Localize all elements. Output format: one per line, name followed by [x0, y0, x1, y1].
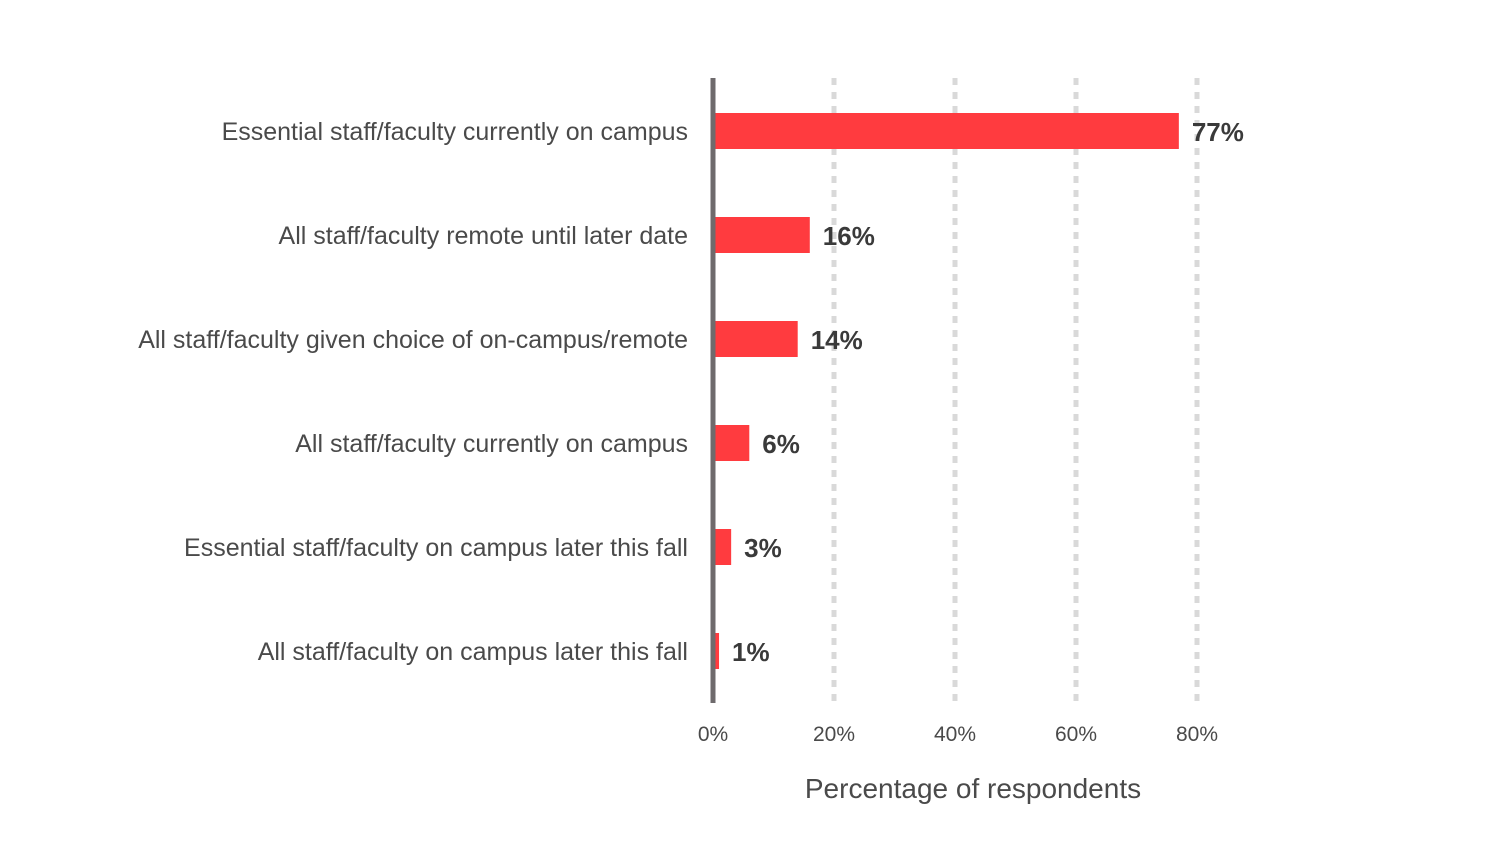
bar-5: [713, 633, 720, 669]
value-label-1: 16%: [823, 221, 875, 251]
value-label-0: 77%: [1192, 117, 1244, 147]
category-label-2: All staff/faculty given choice of on-cam…: [138, 326, 688, 354]
category-label-0: Essential staff/faculty currently on cam…: [222, 118, 688, 146]
category-label-5: All staff/faculty on campus later this f…: [258, 638, 688, 666]
x-tick-label-1: 20%: [813, 723, 855, 746]
value-label-2: 14%: [811, 325, 863, 355]
value-label-4: 3%: [744, 533, 782, 563]
value-label-3: 6%: [762, 429, 800, 459]
category-labels: Essential staff/faculty currently on cam…: [138, 118, 688, 666]
x-tick-label-0: 0%: [698, 723, 728, 746]
gridlines: [831, 78, 1200, 702]
category-label-4: Essential staff/faculty on campus later …: [184, 534, 688, 562]
x-tick-label-4: 80%: [1176, 723, 1218, 746]
bar-2: [713, 321, 798, 357]
x-tick-label-2: 40%: [934, 723, 976, 746]
bar-4: [713, 529, 732, 565]
category-label-3: All staff/faculty currently on campus: [295, 430, 688, 458]
bar-0: [713, 113, 1179, 149]
value-labels: 77% 16% 14% 6% 3% 1%: [732, 117, 1244, 667]
x-tick-labels: 0% 20% 40% 60% 80%: [698, 723, 1218, 746]
x-axis-title: Percentage of respondents: [805, 773, 1141, 804]
bars: [713, 113, 1179, 669]
value-label-5: 1%: [732, 637, 770, 667]
category-label-1: All staff/faculty remote until later dat…: [279, 222, 688, 250]
bar-3: [713, 425, 750, 461]
bar-1: [713, 217, 810, 253]
x-tick-label-3: 60%: [1055, 723, 1097, 746]
